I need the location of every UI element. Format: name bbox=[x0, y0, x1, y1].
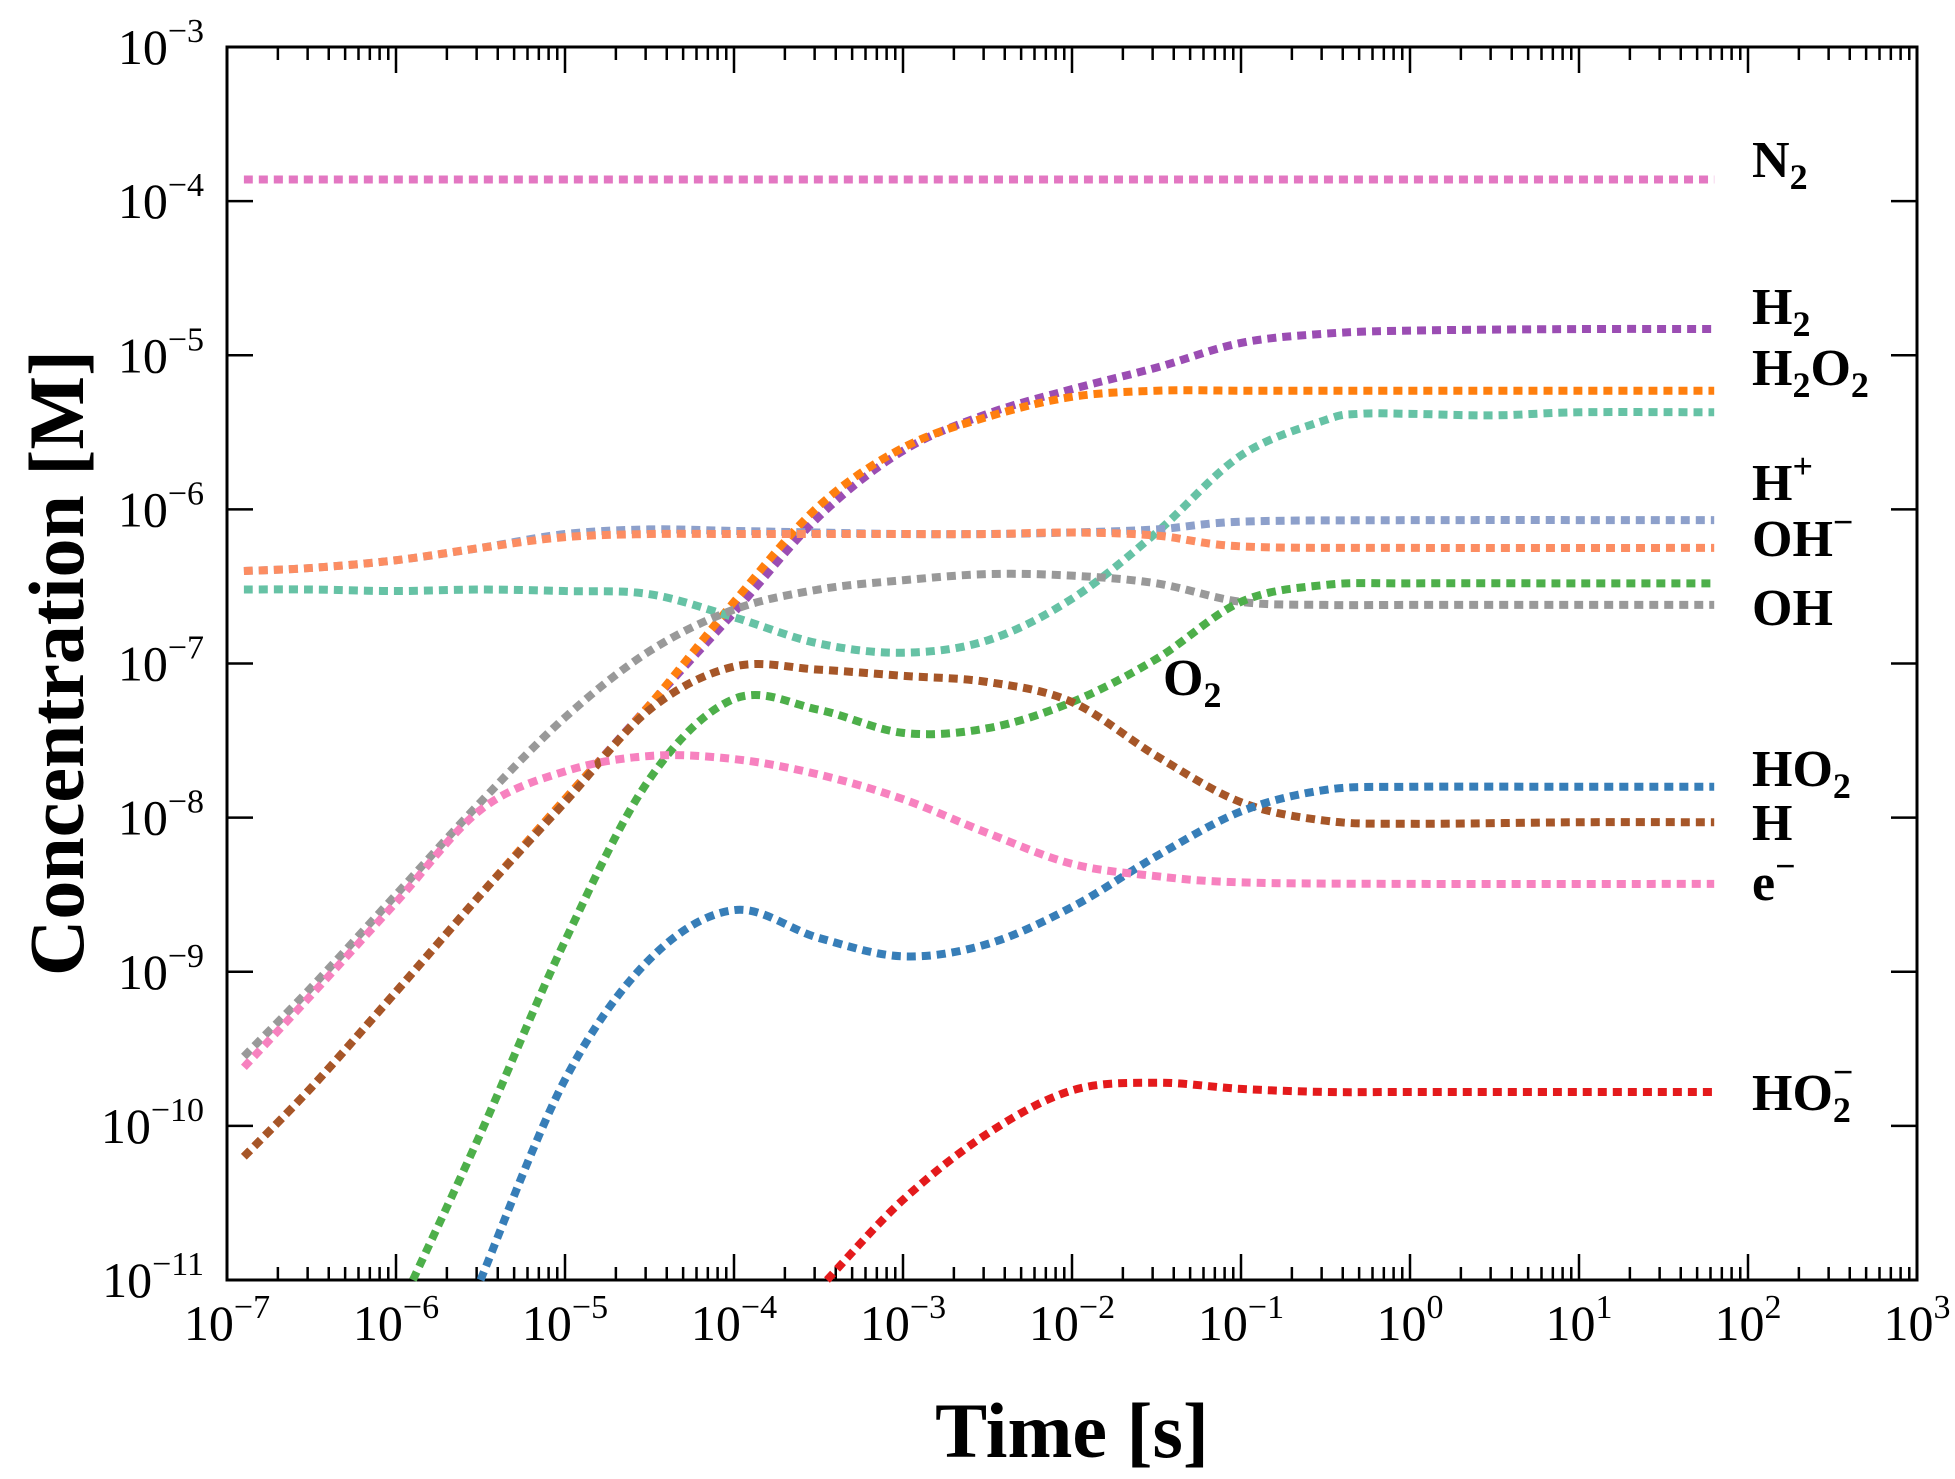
x-tick-label: 10−3 bbox=[860, 1289, 946, 1351]
x-tick-label: 100 bbox=[1377, 1289, 1444, 1351]
series-line-ohminus bbox=[243, 528, 1715, 576]
y-tick-label: 10−11 bbox=[102, 1246, 204, 1308]
species-label-oh: OH bbox=[1752, 580, 1833, 637]
species-label-ho2minus: HO2− bbox=[1752, 1052, 1853, 1130]
series-line-eaq bbox=[240, 751, 1715, 1071]
x-tick-label: 10−5 bbox=[522, 1289, 608, 1351]
x-tick-label: 10−1 bbox=[1198, 1289, 1284, 1351]
series-line-h2 bbox=[241, 324, 1715, 1160]
x-tick-label: 101 bbox=[1546, 1289, 1613, 1351]
series-line-ho2minus bbox=[824, 1078, 1715, 1283]
x-tick-label: 10−6 bbox=[353, 1289, 439, 1351]
y-tick-label: 10−3 bbox=[118, 13, 204, 75]
species-label-n2: N2 bbox=[1752, 132, 1808, 197]
species-label-hradical: H bbox=[1752, 795, 1792, 852]
species-label-h2o2: H2O2 bbox=[1752, 340, 1869, 405]
x-tick-labels: 10−7 10−6 10−5 10−4 10−3 10−2 10−1 100 101 102 103 bbox=[184, 1289, 1951, 1351]
x-tick-label: 102 bbox=[1715, 1289, 1782, 1351]
x-tick-label: 10−2 bbox=[1029, 1289, 1115, 1351]
species-label-ho2: HO2 bbox=[1752, 741, 1851, 806]
species-label-h2: H2 bbox=[1752, 279, 1810, 344]
series-lines bbox=[240, 175, 1715, 1283]
series-line-hradical bbox=[241, 660, 1715, 1160]
y-tick-label: 10−10 bbox=[101, 1092, 204, 1154]
axis-ticks bbox=[225, 45, 1919, 1282]
y-axis-title: Concentration [M] bbox=[13, 350, 100, 976]
species-label-eaq: e− bbox=[1752, 846, 1796, 912]
y-tick-label: 10−7 bbox=[118, 630, 204, 692]
x-tick-label: 10−4 bbox=[691, 1289, 777, 1351]
inline-label-o2: O2 bbox=[1163, 650, 1221, 715]
y-tick-label: 10−4 bbox=[118, 167, 204, 229]
y-tick-labels: 10−11 10−10 10−9 10−8 10−7 10−6 10−5 10−4 10−3 bbox=[101, 13, 204, 1308]
x-tick-label: 10−7 bbox=[184, 1289, 270, 1351]
series-line-h2o2 bbox=[241, 386, 1715, 1160]
series-line-o2b bbox=[409, 579, 1715, 1282]
series-line-ho2 bbox=[476, 782, 1715, 1282]
species-label-ohminus: OH− bbox=[1752, 502, 1853, 568]
y-tick-label: 10−5 bbox=[118, 321, 204, 383]
x-axis-title: Time [s] bbox=[935, 1387, 1209, 1474]
y-tick-label: 10−9 bbox=[118, 938, 204, 1000]
x-tick-label: 103 bbox=[1884, 1289, 1951, 1351]
y-tick-label: 10−6 bbox=[118, 475, 204, 537]
y-tick-label: 10−8 bbox=[118, 784, 204, 846]
series-line-o2 bbox=[243, 408, 1715, 657]
species-label-hplus: H+ bbox=[1752, 446, 1813, 512]
